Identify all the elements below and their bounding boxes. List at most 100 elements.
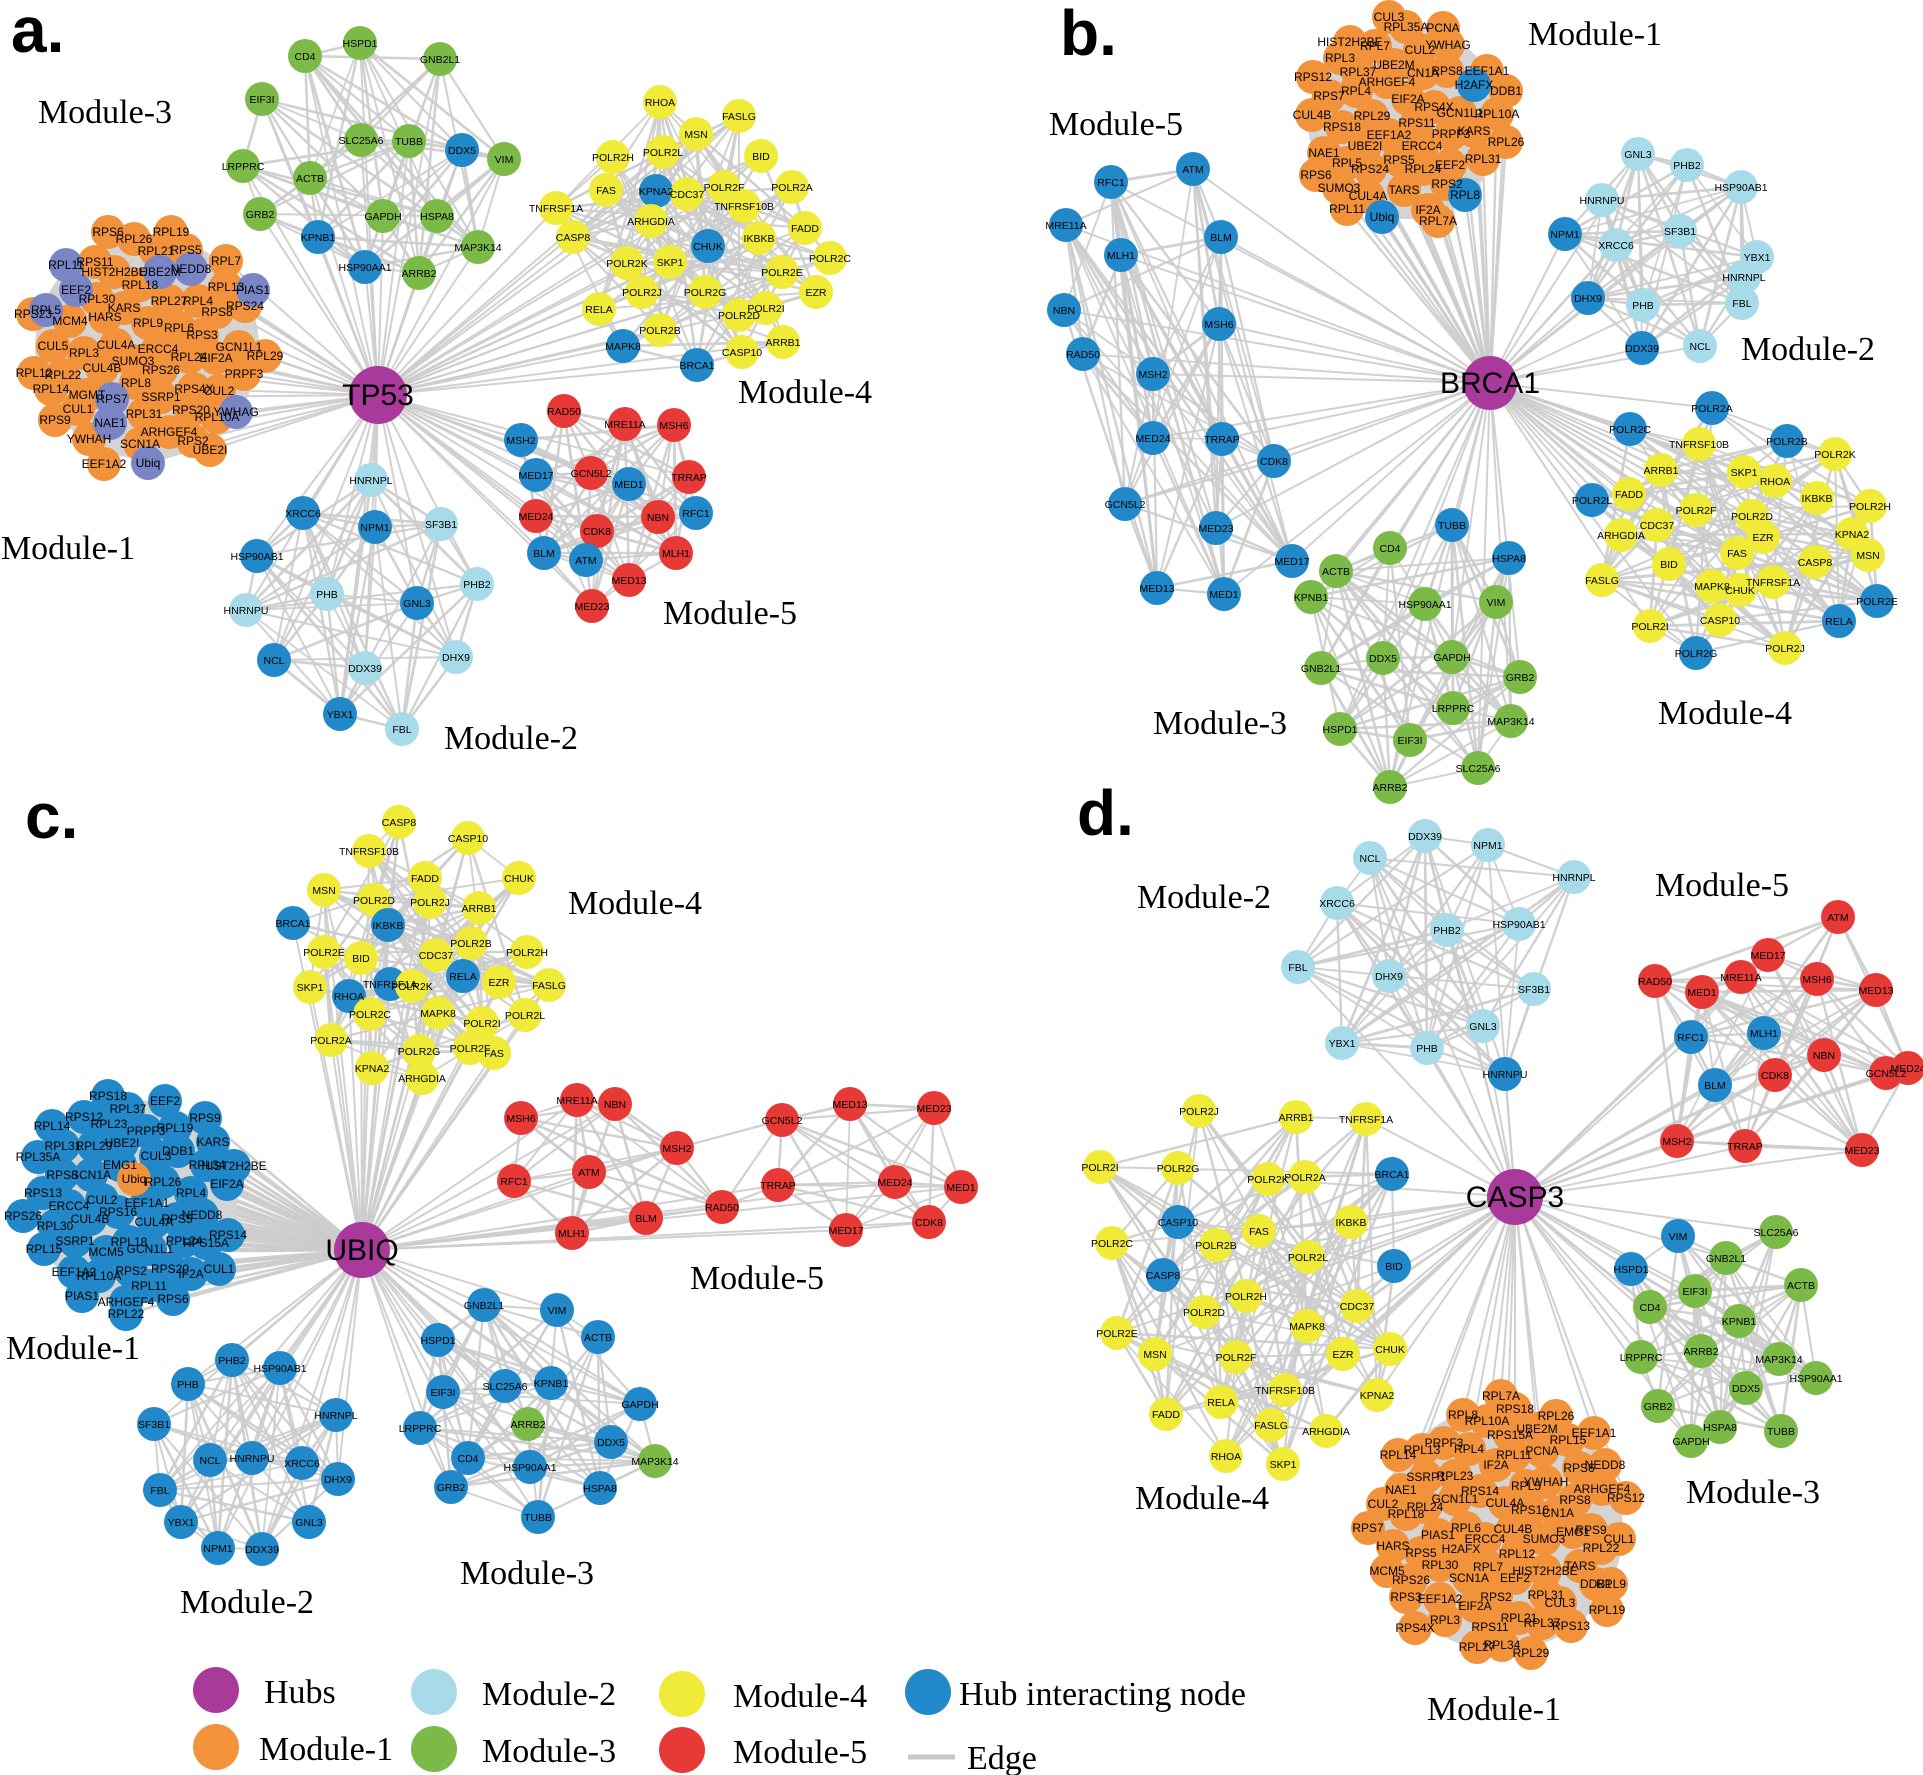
svg-text:RPL8: RPL8 [121,376,151,390]
svg-text:EEF1A1: EEF1A1 [1572,1426,1617,1440]
svg-text:BRCA1: BRCA1 [1440,367,1540,400]
svg-text:YWHAH: YWHAH [67,432,112,446]
svg-text:MRE11A: MRE11A [1720,972,1761,984]
svg-text:ARRB1: ARRB1 [1278,1112,1313,1124]
svg-text:TNFRSF10B: TNFRSF10B [339,846,399,858]
svg-text:RPS6: RPS6 [157,1292,189,1306]
svg-text:MSH6: MSH6 [1204,319,1233,331]
svg-text:DDX39: DDX39 [245,1544,279,1556]
svg-text:RPL4: RPL4 [1341,84,1371,98]
svg-text:RPL15: RPL15 [26,1242,63,1256]
svg-text:ACTB: ACTB [296,173,324,185]
svg-text:MSH2: MSH2 [1138,369,1167,381]
svg-text:RPS8: RPS8 [1559,1493,1591,1507]
svg-text:RPS13: RPS13 [24,1186,62,1200]
svg-text:DHX9: DHX9 [1375,971,1403,983]
svg-text:POLR2D: POLR2D [1183,1307,1225,1319]
svg-text:EIF2A: EIF2A [1458,1599,1491,1613]
svg-text:BRCA1: BRCA1 [1374,1169,1409,1181]
svg-text:ARRB1: ARRB1 [765,337,800,349]
svg-text:NBN: NBN [1813,1050,1835,1062]
svg-text:GCN5L2: GCN5L2 [571,468,612,480]
svg-text:MSH6: MSH6 [659,420,688,432]
svg-text:Hub interacting node: Hub interacting node [959,1676,1246,1713]
svg-text:DDX5: DDX5 [1369,653,1397,665]
svg-text:CN1A: CN1A [1407,66,1439,80]
svg-text:MSN: MSN [1143,1349,1166,1361]
svg-text:CD4: CD4 [294,51,315,63]
svg-text:GNL3: GNL3 [1624,149,1652,161]
svg-text:VIM: VIM [548,1305,567,1317]
svg-text:CUL1: CUL1 [1604,1532,1635,1546]
svg-text:RPS9: RPS9 [39,413,71,427]
svg-text:CDC37: CDC37 [1340,1301,1375,1313]
svg-text:RPS7: RPS7 [1313,89,1345,103]
svg-text:RPS3: RPS3 [186,328,218,342]
svg-text:ATM: ATM [575,555,596,567]
svg-text:RFC1: RFC1 [1677,1032,1705,1044]
svg-text:PIAS1: PIAS1 [1421,1528,1455,1542]
svg-text:MED23: MED23 [1198,523,1233,535]
svg-text:ARHGEF4: ARHGEF4 [1359,75,1416,89]
svg-text:TNFRSF1A: TNFRSF1A [363,979,417,991]
svg-text:RPL7: RPL7 [211,254,241,268]
svg-text:CUL3: CUL3 [1545,1596,1576,1610]
svg-text:CUL4B: CUL4B [83,361,122,375]
svg-text:Module-5: Module-5 [1049,106,1183,143]
svg-text:RPL11: RPL11 [1329,202,1365,216]
svg-text:MAPK8: MAPK8 [1694,581,1730,593]
svg-text:XRCC6: XRCC6 [1319,898,1355,910]
svg-text:CDC37: CDC37 [419,950,454,962]
svg-text:CHUK: CHUK [504,873,534,885]
svg-text:BID: BID [1385,1261,1403,1273]
svg-text:RPL35A: RPL35A [1384,20,1429,34]
svg-text:IKBKB: IKBKB [373,920,404,932]
svg-text:DDX5: DDX5 [1732,1383,1760,1395]
svg-text:NEDD8: NEDD8 [182,1208,223,1222]
svg-text:XRCC6: XRCC6 [284,1458,320,1470]
svg-text:RPL13: RPL13 [208,280,245,294]
svg-text:RPL24: RPL24 [166,1234,203,1248]
svg-text:FBL: FBL [392,724,411,736]
svg-text:RPS4X: RPS4X [1395,1621,1434,1635]
svg-text:SF3B1: SF3B1 [425,519,457,531]
svg-text:IF2A: IF2A [1415,203,1440,217]
svg-text:RPL23: RPL23 [1437,1469,1474,1483]
svg-text:HNRNPU: HNRNPU [1580,195,1625,207]
svg-text:PRPF3: PRPF3 [225,367,264,381]
svg-text:NAE1: NAE1 [94,416,126,430]
svg-text:EEF1A2: EEF1A2 [52,1265,97,1279]
svg-text:RPS18: RPS18 [89,1089,127,1103]
svg-text:RPS4X: RPS4X [1414,100,1453,114]
svg-text:RPL5: RPL5 [31,303,61,317]
svg-text:RPL22: RPL22 [45,368,82,382]
svg-text:RPS6: RPS6 [1563,1461,1595,1475]
svg-text:POLR2G: POLR2G [1675,648,1718,660]
svg-text:RFC1: RFC1 [682,508,710,520]
svg-text:RPL30: RPL30 [1422,1558,1459,1572]
svg-text:EEF2: EEF2 [61,283,91,297]
svg-text:RPL18: RPL18 [1388,1507,1425,1521]
svg-text:RELA: RELA [1825,616,1852,628]
svg-text:EEF1A1: EEF1A1 [125,1196,170,1210]
svg-text:EIF2A: EIF2A [199,351,232,365]
svg-text:CDK8: CDK8 [915,1217,943,1229]
svg-text:EEF1A2: EEF1A2 [82,457,127,471]
svg-text:RPS14: RPS14 [209,1228,247,1242]
svg-text:FASLG: FASLG [722,111,756,123]
svg-text:MED1: MED1 [614,479,643,491]
svg-text:CHUK: CHUK [693,241,723,253]
svg-text:GNL3: GNL3 [1469,1021,1497,1033]
svg-text:HIST2H2BE: HIST2H2BE [1512,1564,1577,1578]
svg-text:RPS16: RPS16 [99,1205,137,1219]
svg-text:RHOA: RHOA [334,991,364,1003]
svg-text:ACTB: ACTB [584,1332,612,1344]
svg-text:d.: d. [1077,777,1134,849]
svg-text:NEDD8: NEDD8 [171,262,212,276]
svg-text:EIF2A: EIF2A [1391,92,1424,106]
svg-text:RPL34: RPL34 [189,1158,226,1172]
svg-text:POLR2F: POLR2F [704,182,745,194]
svg-text:NCL: NCL [1359,853,1380,865]
svg-text:Edge: Edge [967,1740,1037,1775]
svg-text:RPL10A: RPL10A [195,410,240,424]
